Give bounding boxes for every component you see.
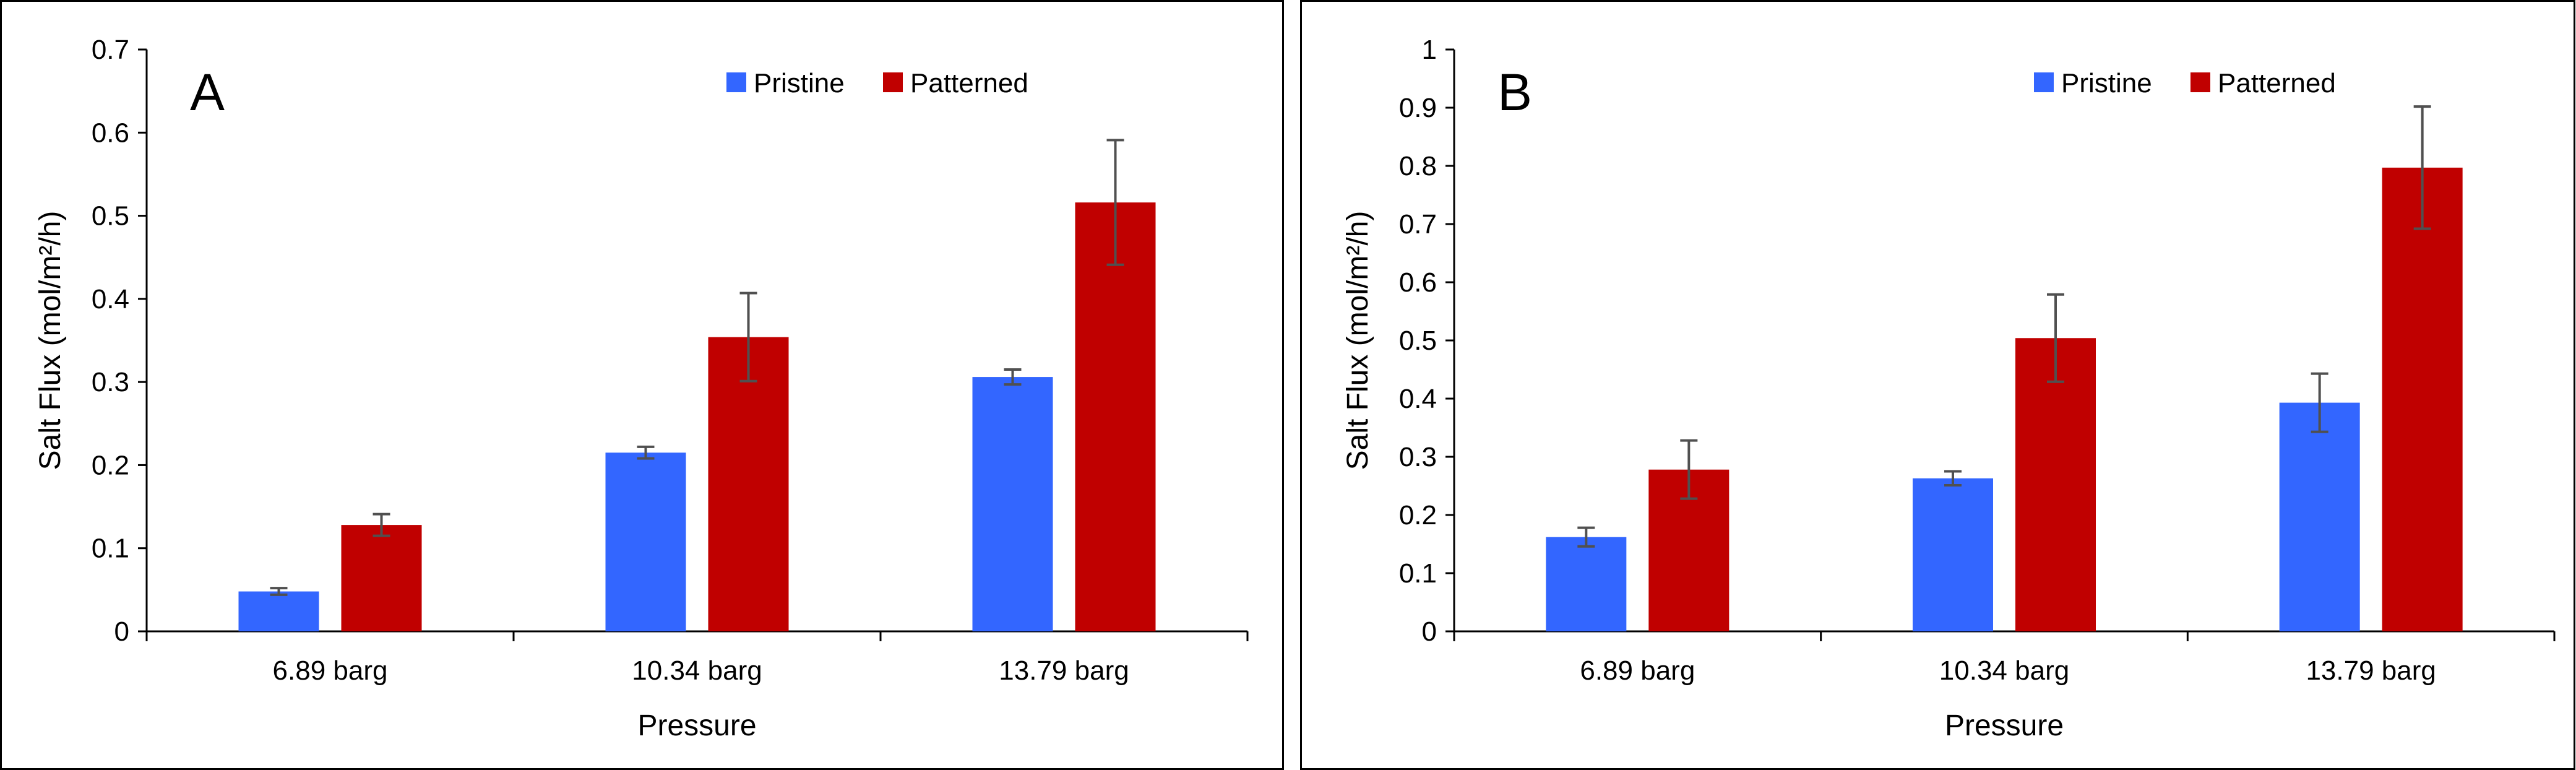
- y-tick-label-b: 0.4: [1399, 384, 1437, 414]
- y-tick-label-b: 0.8: [1399, 151, 1437, 181]
- y-tick-label-a: 0.7: [92, 35, 129, 65]
- panel-label-a: A: [190, 63, 225, 121]
- panel-frame-a: [0, 0, 1284, 770]
- y-tick-label-b: 1: [1422, 35, 1437, 65]
- bar-pristine-b: [2279, 402, 2360, 631]
- y-tick-label-a: 0.5: [92, 201, 129, 231]
- panel-frame-b: [1300, 0, 2575, 770]
- y-tick-label-a: 0: [114, 616, 129, 647]
- x-tick-label-a: 13.79 barg: [999, 655, 1129, 686]
- x-tick-label-b: 13.79 barg: [2306, 655, 2436, 686]
- bar-pristine-a: [972, 377, 1053, 631]
- legend-swatch-pristine-a: [726, 72, 746, 92]
- bar-patterned-a: [1075, 202, 1156, 632]
- legend-label-pristine-b: Pristine: [2061, 68, 2152, 98]
- panel-label-b: B: [1497, 63, 1532, 121]
- bar-pristine-a: [238, 591, 319, 631]
- bar-pristine-a: [605, 452, 686, 631]
- y-tick-label-b: 0.6: [1399, 267, 1437, 298]
- y-tick-label-a: 0.1: [92, 534, 129, 564]
- y-tick-label-a: 0.2: [92, 450, 129, 480]
- legend-label-patterned-b: Patterned: [2218, 68, 2336, 98]
- y-axis-title-b: Salt Flux (mol/m²/h): [1342, 211, 1374, 470]
- bar-patterned-a: [708, 337, 789, 631]
- bar-pristine-b: [1546, 537, 1627, 631]
- y-tick-label-b: 0.7: [1399, 209, 1437, 240]
- legend-swatch-patterned-a: [883, 72, 903, 92]
- y-tick-label-a: 0.6: [92, 118, 129, 148]
- legend-label-patterned-a: Patterned: [910, 68, 1028, 98]
- y-tick-label-b: 0.9: [1399, 93, 1437, 123]
- legend-swatch-pristine-b: [2034, 72, 2054, 92]
- y-tick-label-a: 0.4: [92, 284, 129, 314]
- x-tick-label-a: 6.89 barg: [273, 655, 388, 686]
- x-tick-label-b: 10.34 barg: [1939, 655, 2069, 686]
- legend-swatch-patterned-b: [2190, 72, 2210, 92]
- y-tick-label-b: 0.3: [1399, 442, 1437, 472]
- bar-patterned-b: [2382, 167, 2463, 631]
- bar-patterned-b: [2015, 338, 2096, 631]
- x-tick-label-b: 6.89 barg: [1580, 655, 1695, 686]
- y-tick-label-a: 0.3: [92, 367, 129, 397]
- legend-label-pristine-a: Pristine: [754, 68, 845, 98]
- bar-pristine-b: [1913, 478, 1993, 631]
- y-tick-label-b: 0.5: [1399, 326, 1437, 356]
- y-tick-label-b: 0.2: [1399, 500, 1437, 530]
- y-tick-label-b: 0.1: [1399, 558, 1437, 589]
- chart-panel-a: 0 0.1 0.2 0.3 0.4 0.5 0.6 0.7 6.89 barg 10.34 bar…: [0, 0, 1284, 770]
- x-axis-title-a: Pressure: [637, 709, 756, 742]
- x-axis-title-b: Pressure: [1945, 709, 2064, 742]
- y-axis-title-a: Salt Flux (mol/m²/h): [34, 211, 67, 470]
- y-tick-label-b: 0: [1422, 616, 1437, 647]
- bar-patterned-a: [341, 525, 422, 631]
- x-tick-label-a: 10.34 barg: [632, 655, 762, 686]
- chart-panel-b: 0 0.1 0.2 0.3 0.4 0.5 0.6 0.7 0.8 0.9 1 6.89 barg 10…: [1300, 0, 2575, 770]
